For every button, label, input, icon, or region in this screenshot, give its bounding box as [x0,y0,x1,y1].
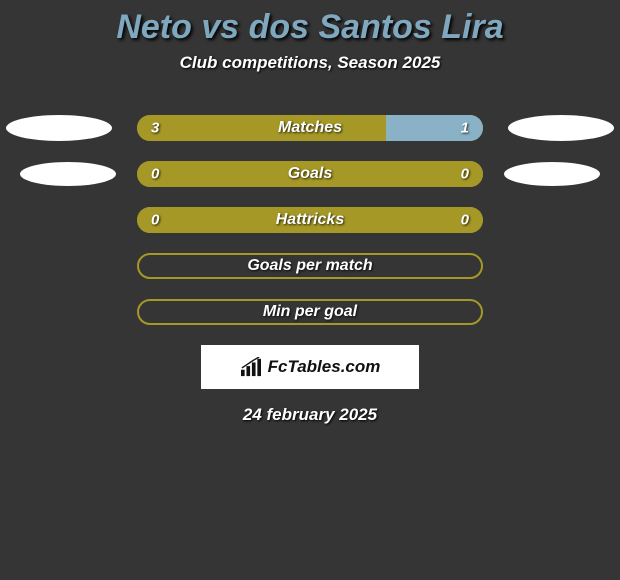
player-right-ellipse [504,162,600,186]
player-left-ellipse [20,162,116,186]
stat-value-right: 0 [461,212,469,229]
stat-row: 00Hattricks [0,207,620,233]
page-title: Neto vs dos Santos Lira [0,0,620,47]
stat-label: Min per goal [139,303,481,321]
logo-text: FcTables.com [268,357,381,377]
stat-bar-fill-left [137,207,483,233]
stat-value-left: 3 [151,120,159,137]
stat-value-right: 0 [461,166,469,183]
stat-row: 00Goals [0,161,620,187]
stat-bar-track: 00Goals [137,161,483,187]
stat-row: Min per goal [0,299,620,325]
stat-label: Goals per match [139,257,481,275]
date-text: 24 february 2025 [0,405,620,425]
stat-bar-fill-left [137,115,386,141]
stat-value-left: 0 [151,212,159,229]
stat-row: Goals per match [0,253,620,279]
stat-row: 31Matches [0,115,620,141]
stat-value-left: 0 [151,166,159,183]
page-subtitle: Club competitions, Season 2025 [0,53,620,73]
stat-bar-track: 00Hattricks [137,207,483,233]
player-left-ellipse [6,115,112,141]
stat-bar-track: Min per goal [137,299,483,325]
stat-bar-fill-left [137,161,483,187]
logo-box: FcTables.com [201,345,419,389]
stat-bar-track: 31Matches [137,115,483,141]
player-right-ellipse [508,115,614,141]
comparison-infographic: Neto vs dos Santos Lira Club competition… [0,0,620,580]
logo-chart-icon [240,357,262,377]
stat-rows-container: 31Matches00Goals00HattricksGoals per mat… [0,115,620,325]
stat-value-right: 1 [461,120,469,137]
stat-bar-track: Goals per match [137,253,483,279]
